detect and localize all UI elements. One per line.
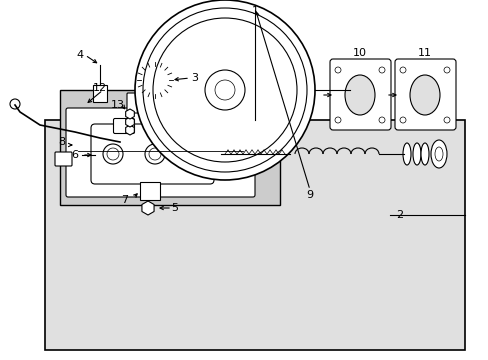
Bar (45, 120, 464, 350)
FancyBboxPatch shape (394, 59, 455, 130)
FancyBboxPatch shape (329, 59, 390, 130)
Circle shape (145, 144, 164, 164)
Text: 4: 4 (76, 50, 83, 60)
Ellipse shape (409, 75, 439, 115)
Ellipse shape (402, 143, 410, 165)
Ellipse shape (412, 143, 420, 165)
Text: 7: 7 (121, 195, 128, 205)
Text: 2: 2 (396, 210, 403, 220)
Ellipse shape (345, 75, 374, 115)
Text: 1: 1 (251, 6, 258, 16)
Ellipse shape (430, 140, 446, 168)
Text: 3: 3 (191, 73, 198, 83)
Text: 10: 10 (352, 48, 366, 58)
FancyBboxPatch shape (66, 108, 254, 197)
FancyBboxPatch shape (346, 81, 365, 99)
Circle shape (141, 66, 169, 94)
Text: 11: 11 (417, 48, 431, 58)
FancyBboxPatch shape (127, 93, 169, 113)
Text: 6: 6 (71, 150, 79, 160)
Circle shape (204, 70, 244, 110)
FancyBboxPatch shape (148, 118, 169, 134)
Text: 5: 5 (171, 203, 178, 213)
FancyBboxPatch shape (113, 118, 134, 134)
FancyBboxPatch shape (55, 152, 72, 166)
Ellipse shape (208, 139, 221, 169)
FancyBboxPatch shape (91, 124, 214, 184)
Text: 9: 9 (306, 190, 313, 200)
Bar (93, 85, 107, 102)
Circle shape (103, 144, 123, 164)
Bar (140, 182, 160, 200)
Text: 13: 13 (111, 100, 125, 110)
Circle shape (147, 72, 163, 88)
Circle shape (10, 99, 20, 109)
Circle shape (135, 0, 314, 180)
Text: 8: 8 (59, 137, 65, 147)
Text: 12: 12 (93, 83, 107, 93)
Circle shape (140, 92, 156, 108)
Ellipse shape (420, 143, 428, 165)
Bar (60, 90, 280, 205)
